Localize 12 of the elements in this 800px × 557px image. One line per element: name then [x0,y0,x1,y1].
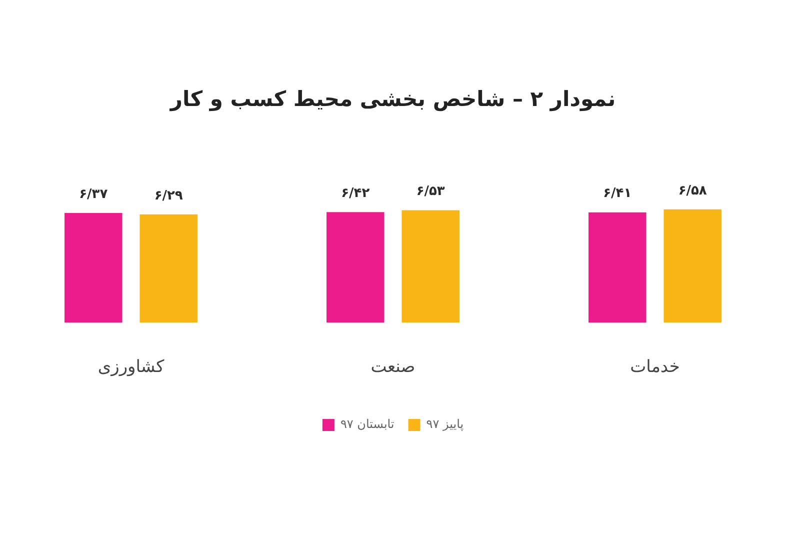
data-label: ۶/۴۱ [603,186,632,202]
x-tick-label: کشاورزی [98,357,166,378]
x-tick-label: صنعت [370,357,416,378]
data-label: ۶/۳۷ [79,186,108,202]
chart-title: نمودار ۲ – شاخص بخشی محیط کسب و کار [169,87,616,112]
legend-label: تابستان ۹۷ [340,417,394,432]
data-label: ۶/۵۳ [416,184,445,200]
legend-label: پاییز ۹۷ [426,417,464,432]
x-tick-label: خدمات [630,357,680,378]
data-label: ۶/۴۲ [341,186,370,202]
data-label: ۶/۵۸ [678,183,707,198]
data-label: ۶/۲۹ [154,188,183,204]
